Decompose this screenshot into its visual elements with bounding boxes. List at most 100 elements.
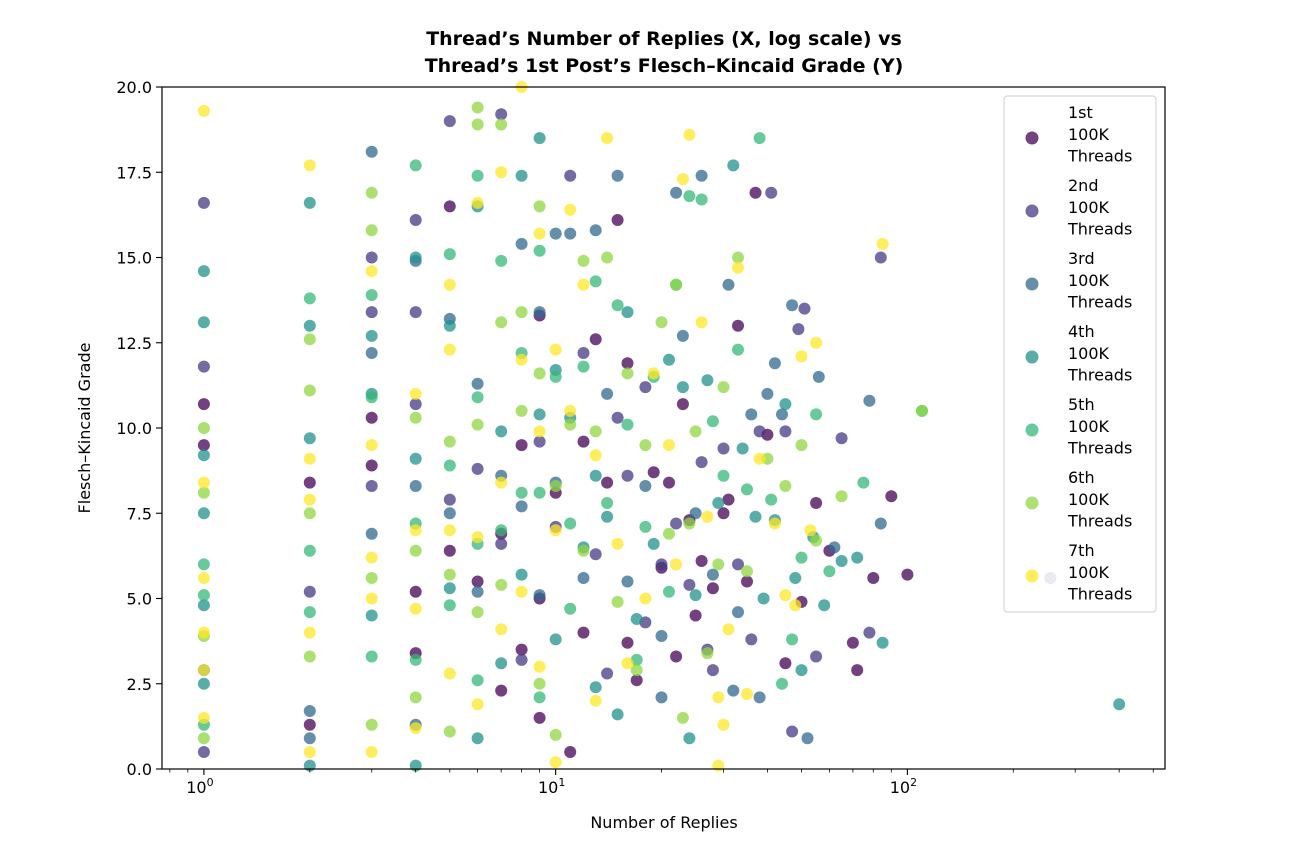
series-2-point-9 bbox=[409, 306, 422, 319]
series-5-point-16 bbox=[471, 169, 484, 182]
series-6-point-55 bbox=[835, 490, 848, 503]
series-1-point-3 bbox=[303, 476, 316, 489]
series-3-point-27 bbox=[639, 480, 652, 492]
series-4-point-4 bbox=[197, 507, 210, 520]
series-2-point-23 bbox=[611, 411, 624, 424]
series-7-point-36 bbox=[533, 660, 546, 673]
series-6-point-46 bbox=[701, 647, 714, 660]
series-1-point-12 bbox=[495, 684, 508, 697]
series-7-point-49 bbox=[647, 367, 660, 380]
series-7-point-64 bbox=[789, 599, 802, 612]
series-5-point-5 bbox=[303, 544, 316, 557]
series-3-point-38 bbox=[761, 387, 774, 400]
series-1-point-9 bbox=[443, 200, 456, 213]
series-3-point-28 bbox=[655, 691, 668, 704]
series-5-point-45 bbox=[765, 493, 778, 506]
series-2-point-4 bbox=[303, 585, 316, 598]
series-2-point-37 bbox=[786, 725, 799, 738]
series-2-point-10 bbox=[409, 398, 422, 411]
series-4-point-41 bbox=[712, 497, 725, 509]
series-6-point-47 bbox=[712, 558, 725, 571]
series-7-point-28 bbox=[495, 166, 508, 179]
series-7-point-59 bbox=[732, 261, 744, 274]
series-5-point-33 bbox=[621, 418, 634, 431]
series-7-point-50 bbox=[663, 439, 675, 452]
series-4-point-48 bbox=[789, 572, 802, 584]
series-2-point-33 bbox=[745, 633, 758, 646]
series-2-point-16 bbox=[515, 653, 528, 666]
series-5-point-54 bbox=[564, 602, 577, 615]
series-7-point-39 bbox=[549, 756, 562, 769]
series-4-point-18 bbox=[443, 582, 456, 595]
series-5-point-23 bbox=[515, 486, 528, 499]
y-tick-label-0: 0.0 bbox=[127, 760, 152, 779]
series-3-point-21 bbox=[564, 227, 577, 240]
series-7-point-11 bbox=[303, 746, 316, 758]
series-4-point-49 bbox=[795, 664, 808, 677]
series-6-point-16 bbox=[443, 435, 456, 448]
series-1-point-51 bbox=[621, 636, 634, 649]
series-6-point-28 bbox=[533, 200, 546, 213]
series-1-point-24 bbox=[630, 674, 643, 687]
series-5-point-30 bbox=[589, 275, 602, 288]
series-3-point-41 bbox=[786, 299, 799, 312]
series-3-point-48 bbox=[727, 684, 740, 697]
legend-label-2: 2nd 100K Threads bbox=[1067, 176, 1132, 239]
series-4-point-9 bbox=[303, 432, 316, 445]
chart-title-line-1: Thread’s Number of Replies (X, log scale… bbox=[426, 28, 902, 50]
series-3-point-42 bbox=[801, 732, 814, 745]
series-7-point-42 bbox=[577, 278, 590, 291]
series-1-point-48 bbox=[577, 626, 590, 639]
series-2-point-27 bbox=[670, 517, 683, 530]
y-tick-label-7: 17.5 bbox=[116, 163, 152, 182]
series-4-point-37 bbox=[663, 353, 675, 366]
series-7-point-34 bbox=[533, 227, 546, 240]
series-3-point-31 bbox=[689, 507, 702, 520]
series-7-point-48 bbox=[639, 592, 652, 605]
series-3-point-35 bbox=[732, 606, 744, 619]
x-tick-label-2: 102 bbox=[890, 776, 917, 797]
series-1-point-27 bbox=[663, 476, 675, 489]
series-7-point-61 bbox=[753, 452, 766, 465]
series-6-point-42 bbox=[663, 527, 675, 540]
y-tick-label-5: 12.5 bbox=[116, 334, 152, 353]
series-7-point-47 bbox=[621, 657, 634, 670]
series-6-point-26 bbox=[515, 306, 528, 319]
series-1-point-16 bbox=[533, 711, 546, 724]
series-4-point-54 bbox=[876, 636, 889, 649]
series-6-point-44 bbox=[683, 517, 696, 530]
series-2-point-15 bbox=[495, 537, 508, 550]
series-7-point-55 bbox=[701, 510, 714, 523]
series-2-point-28 bbox=[683, 578, 696, 591]
series-7-point-67 bbox=[810, 336, 823, 349]
series-7-point-41 bbox=[564, 404, 577, 417]
series-5-point-46 bbox=[776, 677, 788, 690]
series-3-point-15 bbox=[515, 237, 528, 250]
series-3-point-30 bbox=[676, 329, 689, 342]
series-7-point-56 bbox=[712, 691, 725, 704]
series-1-point-25 bbox=[647, 466, 660, 479]
series-1-point-52 bbox=[689, 609, 702, 622]
series-5-point-41 bbox=[717, 469, 730, 482]
series-6-point-6 bbox=[303, 384, 316, 397]
series-5-point-40 bbox=[706, 415, 719, 428]
series-7-point-46 bbox=[611, 537, 624, 550]
series-7-point-62 bbox=[768, 517, 781, 530]
series-2-point-14 bbox=[495, 108, 508, 121]
series-7-point-38 bbox=[549, 524, 562, 537]
legend-label-5: 5th 100K Threads bbox=[1067, 395, 1132, 458]
series-4-point-51 bbox=[818, 599, 831, 612]
legend-label-3: 3rd 100K Threads bbox=[1067, 249, 1132, 312]
series-5-point-36 bbox=[663, 585, 675, 598]
series-3-point-44 bbox=[828, 541, 841, 554]
series-6-point-18 bbox=[443, 725, 456, 738]
series-1-point-21 bbox=[601, 476, 614, 489]
series-2-point-1 bbox=[197, 196, 210, 209]
y-tick-label-3: 7.5 bbox=[127, 504, 152, 523]
legend-marker-1 bbox=[1025, 131, 1039, 145]
series-5-point-27 bbox=[549, 370, 562, 383]
series-5-point-42 bbox=[732, 343, 744, 356]
series-6-point-1 bbox=[197, 422, 210, 434]
series-2-point-38 bbox=[792, 323, 805, 336]
series-3-point-45 bbox=[863, 394, 876, 407]
